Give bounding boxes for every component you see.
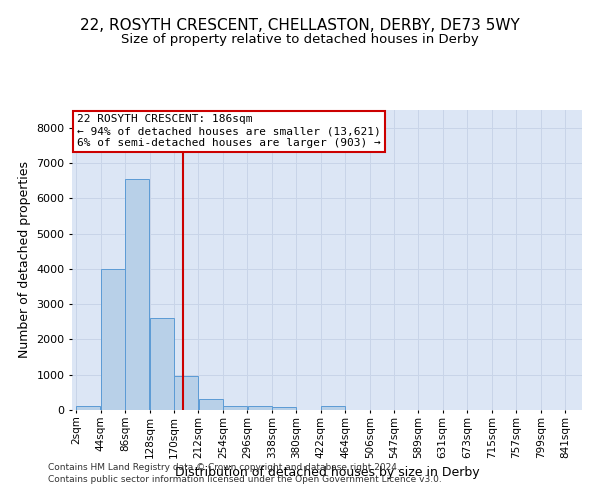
Y-axis label: Number of detached properties: Number of detached properties bbox=[17, 162, 31, 358]
Text: Size of property relative to detached houses in Derby: Size of property relative to detached ho… bbox=[121, 32, 479, 46]
Text: 22 ROSYTH CRESCENT: 186sqm
← 94% of detached houses are smaller (13,621)
6% of s: 22 ROSYTH CRESCENT: 186sqm ← 94% of deta… bbox=[77, 114, 381, 148]
Bar bbox=[125, 179, 149, 410]
Text: Contains HM Land Registry data © Crown copyright and database right 2024.: Contains HM Land Registry data © Crown c… bbox=[48, 464, 400, 472]
Bar bbox=[174, 376, 199, 410]
Bar bbox=[199, 398, 223, 410]
Text: 22, ROSYTH CRESCENT, CHELLASTON, DERBY, DE73 5WY: 22, ROSYTH CRESCENT, CHELLASTON, DERBY, … bbox=[80, 18, 520, 32]
X-axis label: Distribution of detached houses by size in Derby: Distribution of detached houses by size … bbox=[175, 466, 479, 479]
Bar bbox=[149, 318, 174, 410]
Bar bbox=[321, 406, 345, 410]
Bar bbox=[76, 406, 100, 410]
Bar bbox=[223, 406, 247, 410]
Bar bbox=[101, 269, 125, 410]
Bar bbox=[248, 406, 272, 410]
Text: Contains public sector information licensed under the Open Government Licence v3: Contains public sector information licen… bbox=[48, 475, 442, 484]
Bar bbox=[272, 408, 296, 410]
